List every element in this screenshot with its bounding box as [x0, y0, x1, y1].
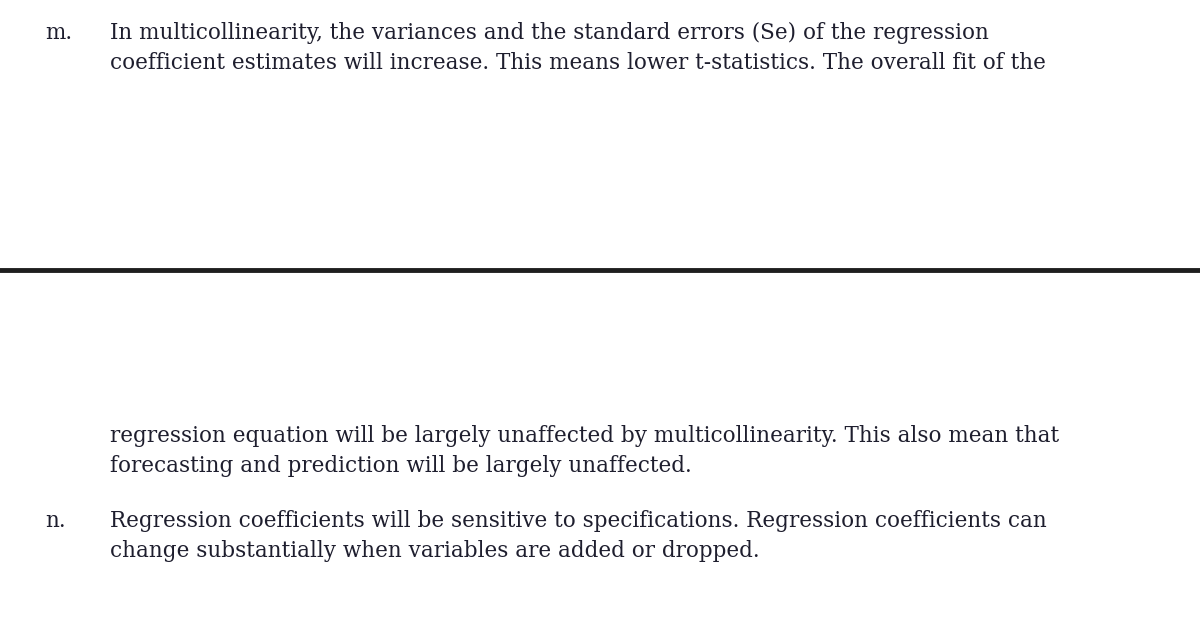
Text: m.: m.: [46, 22, 73, 44]
Text: Regression coefficients will be sensitive to specifications. Regression coeffici: Regression coefficients will be sensitiv…: [110, 510, 1048, 532]
Text: In multicollinearity, the variances and the standard errors (Se) of the regressi: In multicollinearity, the variances and …: [110, 22, 989, 44]
Text: forecasting and prediction will be largely unaffected.: forecasting and prediction will be large…: [110, 455, 692, 477]
Text: regression equation will be largely unaffected by multicollinearity. This also m: regression equation will be largely unaf…: [110, 425, 1060, 447]
Text: n.: n.: [46, 510, 66, 532]
Text: coefficient estimates will increase. This means lower t-statistics. The overall : coefficient estimates will increase. Thi…: [110, 52, 1046, 74]
Text: change substantially when variables are added or dropped.: change substantially when variables are …: [110, 540, 760, 562]
